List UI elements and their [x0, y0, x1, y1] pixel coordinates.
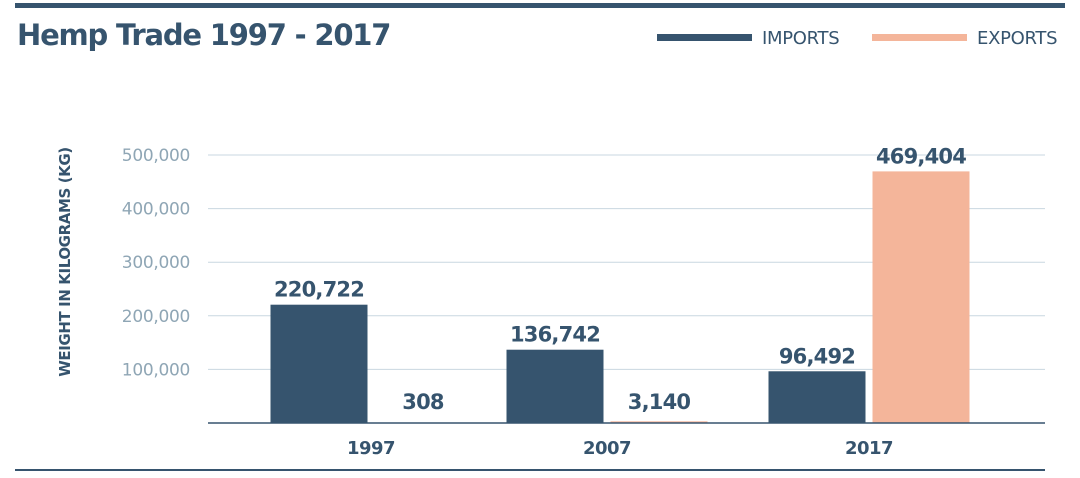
- data-label-imports-1997: 220,722: [274, 278, 364, 302]
- bar-imports-1997: [270, 304, 368, 423]
- legend-swatch-imports: [657, 34, 752, 41]
- data-labels: 220,722 308 136,742 3,140 96,492 469,404: [274, 144, 967, 414]
- bar-exports-2007: [610, 421, 708, 423]
- legend-label-imports: IMPORTS: [762, 28, 840, 49]
- bar-exports-2017: [872, 171, 970, 423]
- y-tick-label: 100,000: [122, 360, 190, 380]
- bars: [270, 171, 970, 423]
- x-tick-label: 2007: [583, 438, 631, 459]
- legend-swatch-exports: [872, 34, 967, 41]
- bar-imports-2007: [506, 349, 604, 423]
- chart-title: Hemp Trade 1997 - 2017: [17, 18, 391, 52]
- legend-label-exports: EXPORTS: [977, 28, 1058, 49]
- data-label-imports-2017: 96,492: [779, 344, 855, 368]
- data-label-exports-1997: 308: [402, 390, 444, 414]
- y-tick-label: 400,000: [122, 200, 190, 220]
- data-label-imports-2007: 136,742: [510, 323, 600, 347]
- x-tick-label: 2017: [845, 438, 893, 459]
- data-label-exports-2017: 469,404: [876, 144, 966, 168]
- y-axis-title: WEIGHT IN KILOGRAMS (KG): [56, 147, 74, 377]
- y-tick-label: 300,000: [122, 253, 190, 273]
- y-tick-label: 500,000: [122, 146, 190, 166]
- bar-imports-2017: [768, 371, 866, 423]
- data-label-exports-2007: 3,140: [628, 390, 691, 414]
- axes: 100,000 200,000 300,000 400,000 500,000 WEIGH…: [56, 146, 1045, 459]
- x-tick-label: 1997: [347, 438, 395, 459]
- y-tick-label: 200,000: [122, 307, 190, 327]
- bottom-rule: [15, 469, 1045, 471]
- top-rule: [15, 3, 1065, 8]
